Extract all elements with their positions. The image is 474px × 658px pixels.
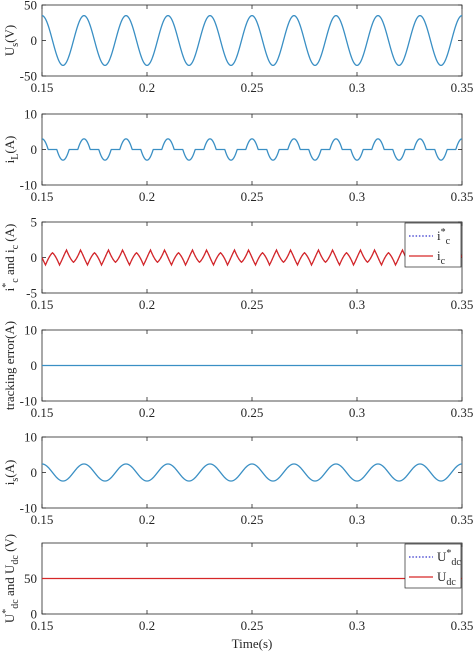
x-tick-label: 0.35 [451,189,474,204]
x-tick-label: 0.2 [139,189,155,204]
plot-area [41,436,463,509]
y-tick-label: -10 [20,501,37,516]
x-tick-label: 0.25 [241,297,264,312]
x-tick-label: 0.2 [139,405,155,420]
series-line-1 [42,14,462,67]
subplot-1: 0.15 0.2 0.25 0.3 0.35 50 0 -50 Us(V) [2,0,473,95]
series-line-1 [42,463,462,482]
x-tick-label: 0.3 [349,512,365,527]
x-tick-label: 0.15 [31,512,54,527]
legend-box [404,222,462,268]
y-axis-label: i*c and ic (A) [1,224,21,292]
x-tick-label: 0.15 [31,405,54,420]
y-tick-label: 10 [24,430,37,445]
subplot-3: 0.15 0.2 0.25 0.3 0.35 5 0 -5 i*c and ic (A) i*ci… [1,215,473,313]
y-tick-label: 0 [31,358,38,373]
y-tick-label: 0 [31,465,38,480]
x-tick-label: 0.2 [139,618,155,633]
y-tick-label: 10 [24,323,37,338]
y-axis-label: U*dc and Udc (V) [1,534,21,623]
legend-label: i*c [437,227,451,247]
y-tick-label: 50 [24,0,37,13]
subplot-2: 0.15 0.2 0.25 0.3 0.35 10 0 -10 iL(A) [2,107,473,205]
x-tick-label: 0.2 [139,512,155,527]
y-tick-label: -5 [26,286,37,301]
plot-area [41,113,463,186]
legend-box [404,543,462,589]
x-axis-label: Time(s) [232,636,273,651]
y-tick-label: -10 [20,178,37,193]
subplot-6: 0.15 0.2 0.25 0.3 0.35 50 0 U*dc and Udc (V) Tim… [1,534,473,651]
x-tick-label: 0.3 [349,405,365,420]
x-tick-label: 0.35 [451,512,474,527]
plot-area [41,4,463,77]
legend-label: Udc [437,569,456,588]
x-tick-label: 0.15 [31,80,54,95]
x-tick-label: 0.3 [349,80,365,95]
legend-label: U*dc [437,548,461,568]
y-tick-label: 0 [31,33,38,48]
y-axis-label: tracking error(A) [2,321,17,410]
y-tick-label: 0 [31,250,38,265]
y-tick-label: 10 [24,107,37,122]
y-axis-label: iL(A) [2,136,21,164]
y-tick-label: 0 [31,142,38,157]
legend-label: ic [437,248,446,267]
y-axis-label: Us(V) [2,25,21,56]
y-tick-label: 0 [31,607,38,622]
x-tick-label: 0.35 [451,80,474,95]
y-tick-label: 5 [31,215,38,230]
x-tick-label: 0.35 [451,618,474,633]
y-tick-label: 50 [24,571,37,586]
x-tick-label: 0.35 [451,297,474,312]
x-tick-label: 0.15 [31,297,54,312]
y-tick-label: -50 [20,69,37,84]
x-tick-label: 0.3 [349,618,365,633]
x-tick-label: 0.35 [451,405,474,420]
series-line-1 [42,138,462,161]
x-tick-label: 0.25 [241,618,264,633]
legend: i*cic [404,222,462,268]
series-line-2 [42,248,462,267]
x-tick-label: 0.25 [241,189,264,204]
y-axis-label: is(A) [2,460,21,486]
x-tick-label: 0.2 [139,297,155,312]
x-tick-label: 0.25 [241,512,264,527]
x-tick-label: 0.25 [241,405,264,420]
x-tick-label: 0.15 [31,189,54,204]
x-tick-label: 0.3 [349,189,365,204]
x-tick-label: 0.3 [349,297,365,312]
x-tick-label: 0.15 [31,618,54,633]
x-tick-label: 0.25 [241,80,264,95]
x-tick-label: 0.2 [139,80,155,95]
subplot-5: 0.15 0.2 0.25 0.3 0.35 10 0 -10 is(A) [2,430,473,528]
y-tick-label: -10 [20,394,37,409]
